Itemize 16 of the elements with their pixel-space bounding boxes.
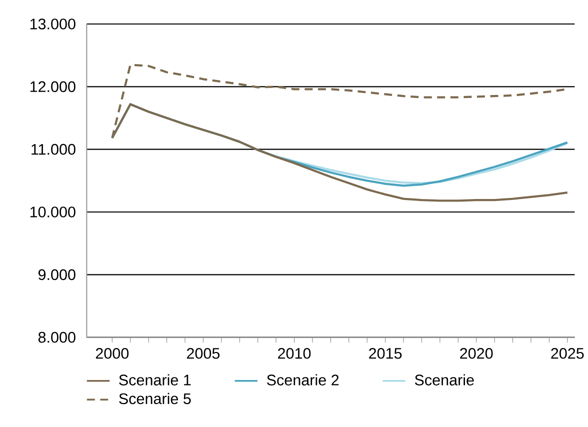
legend-label: Scenarie 2 [267, 374, 339, 386]
legend-label: Scenarie 5 [119, 393, 191, 404]
legend-label: Scenarie 1 [119, 374, 191, 386]
x-tick-label: 2020 [460, 348, 493, 359]
y-tick-label: 12.000 [30, 81, 76, 92]
y-tick-label: 8.000 [38, 332, 76, 343]
x-tick-label: 2025 [551, 348, 584, 359]
x-tick-label: 2010 [278, 348, 311, 359]
x-tick-label: 2005 [186, 348, 220, 359]
legend-label: Scenarie [414, 374, 474, 386]
x-tick-label: 2000 [96, 348, 129, 359]
y-tick-label: 13.000 [30, 18, 76, 30]
y-tick-label: 9.000 [38, 269, 76, 280]
y-tick-label: 11.000 [32, 144, 76, 155]
y-tick-label: 10.000 [30, 206, 76, 218]
x-tick-label: 2015 [369, 348, 402, 359]
